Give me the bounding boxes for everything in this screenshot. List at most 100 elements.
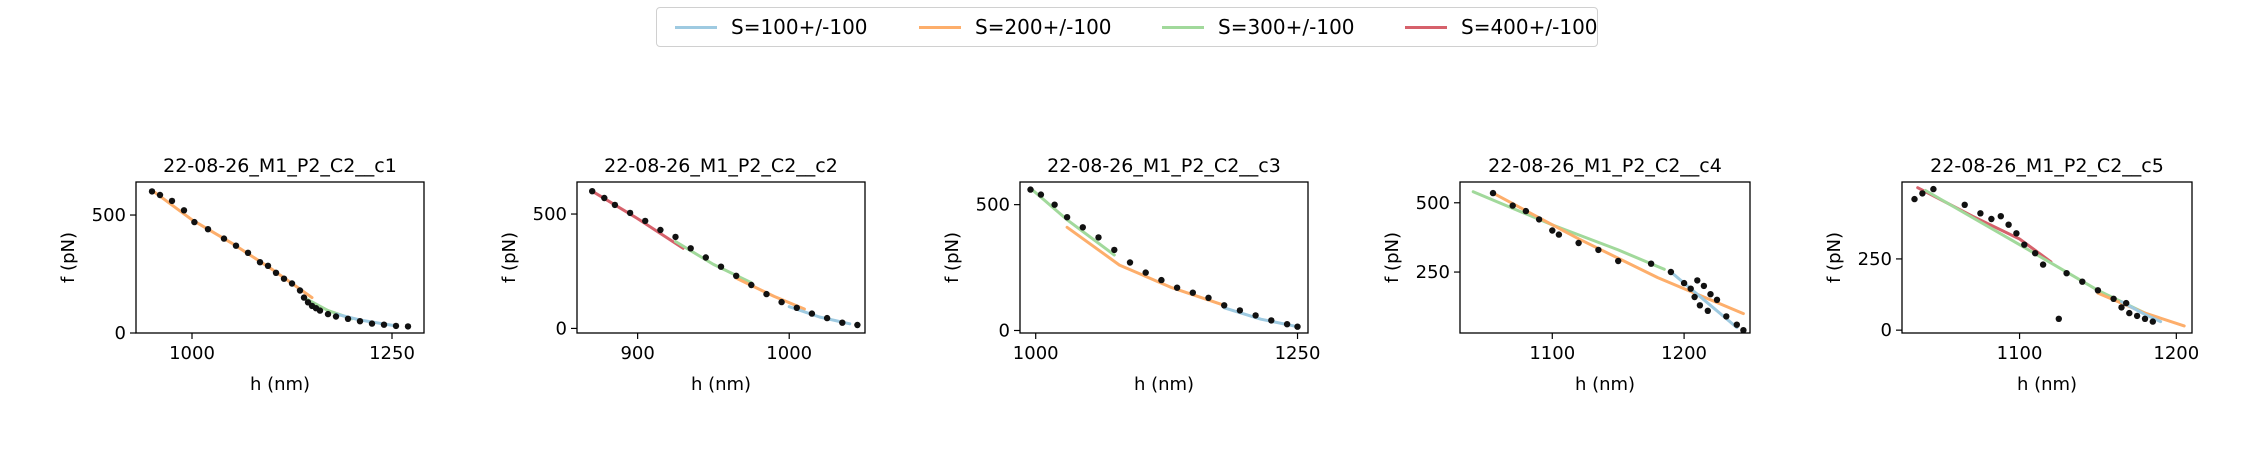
legend-swatch	[919, 25, 961, 29]
data-point	[204, 226, 212, 233]
y-tick-label: 0	[1881, 320, 1892, 341]
data-point	[300, 294, 308, 301]
data-point	[1549, 227, 1556, 234]
x-tick-label: 1000	[169, 343, 215, 364]
y-tick-label: 250	[1416, 262, 1450, 283]
data-point	[1142, 269, 1149, 276]
data-point	[1037, 191, 1045, 198]
data-point	[1615, 257, 1622, 265]
data-point	[1111, 246, 1118, 254]
legend-item-s300: S=300+/-100	[1162, 8, 1355, 46]
legend-item-s100: S=100+/-100	[675, 8, 868, 46]
series-line-4	[2120, 300, 2163, 324]
data-point	[763, 290, 770, 298]
data-point	[324, 310, 332, 318]
data-points	[1489, 189, 1747, 333]
data-points	[148, 188, 412, 330]
data-point	[1236, 307, 1244, 314]
fit-lines	[150, 188, 398, 328]
data-point	[2141, 315, 2149, 322]
y-axis-label: f (pN)	[1382, 232, 1403, 283]
subplot-2: 900 1000 0 500 22-08-26_M1_P2_C2__c2h (nm) f …	[499, 155, 866, 395]
data-point	[232, 242, 240, 249]
data-point	[672, 233, 679, 241]
data-point	[717, 263, 725, 270]
legend-label: S=400+/-100	[1461, 15, 1598, 39]
x-tick-label: 1000	[1013, 343, 1059, 364]
data-point	[288, 280, 296, 287]
y-tick-label: 500	[976, 195, 1010, 216]
data-point	[702, 254, 709, 261]
data-point	[356, 318, 364, 325]
data-point	[808, 310, 816, 317]
legend-label: S=200+/-100	[975, 15, 1112, 39]
x-tick-label: 1100	[1529, 343, 1575, 364]
subplot-title: 22-08-26_M1_P2_C2__c2	[604, 155, 838, 177]
data-points	[589, 188, 861, 329]
data-point	[264, 262, 272, 269]
subplot-5: 1100 1200 0 250 22-08-26_M1_P2_C2__c5h (nm) f…	[1824, 155, 2199, 395]
subplot-title: 22-08-26_M1_P2_C2__c4	[1488, 155, 1722, 177]
data-point	[2055, 315, 2062, 322]
data-point	[839, 319, 846, 326]
axes-frame	[135, 181, 425, 334]
subplot-title: 22-08-26_M1_P2_C2__c5	[1930, 155, 2164, 177]
data-point	[1294, 323, 1301, 330]
data-point	[1647, 260, 1655, 267]
data-point	[1205, 294, 1212, 301]
y-tick-label: 500	[1416, 193, 1450, 214]
y-tick-label: 250	[1858, 249, 1892, 270]
data-point	[1930, 185, 1937, 193]
data-point	[1977, 210, 1984, 217]
data-point	[220, 235, 228, 242]
data-point	[2079, 278, 2086, 285]
data-point	[1700, 282, 1708, 290]
data-point	[344, 315, 352, 322]
legend-swatch	[1405, 25, 1447, 29]
series-line-1	[590, 189, 685, 250]
legend-item-s200: S=200+/-100	[919, 8, 1112, 46]
data-point	[611, 201, 619, 209]
data-point	[404, 323, 412, 330]
data-point	[1694, 277, 1701, 284]
data-point	[1723, 313, 1730, 320]
data-point	[657, 226, 664, 234]
data-point	[1997, 213, 2005, 220]
data-point	[589, 188, 596, 195]
data-point	[368, 320, 376, 327]
data-point	[2005, 221, 2012, 228]
x-tick-label: 1000	[766, 343, 812, 364]
series-line-1	[1029, 186, 1116, 257]
data-point	[1740, 327, 1747, 333]
data-point	[380, 321, 388, 328]
data-point	[1704, 307, 1712, 314]
legend: S=100+/-100 S=200+/-100 S=300+/-100 S=40…	[656, 7, 1598, 47]
data-point	[191, 218, 198, 226]
fit-lines	[1471, 190, 1745, 329]
data-point	[793, 304, 800, 311]
subplot-title: 22-08-26_M1_P2_C2__c1	[163, 155, 397, 177]
data-point	[316, 307, 324, 314]
axes-frame	[1019, 181, 1309, 334]
data-point	[1988, 215, 1995, 223]
legend-label: S=100+/-100	[731, 15, 868, 39]
data-point	[1522, 207, 1530, 215]
data-point	[156, 191, 164, 199]
y-tick-label: 500	[92, 205, 126, 226]
data-point	[256, 259, 264, 266]
x-tick-label: 1250	[1275, 343, 1321, 364]
legend-swatch	[1162, 25, 1204, 29]
y-axis-label: f (pN)	[1824, 232, 1845, 283]
series-line-2	[1065, 225, 1226, 307]
data-point	[244, 249, 252, 256]
data-point	[2126, 309, 2133, 317]
data-point	[601, 194, 608, 202]
data-point	[1961, 201, 1968, 208]
data-point	[2123, 299, 2130, 307]
data-point	[1911, 195, 1918, 203]
series-line-2	[674, 240, 753, 285]
data-points	[1911, 185, 2156, 325]
data-point	[272, 269, 280, 276]
data-point	[1696, 302, 1704, 309]
